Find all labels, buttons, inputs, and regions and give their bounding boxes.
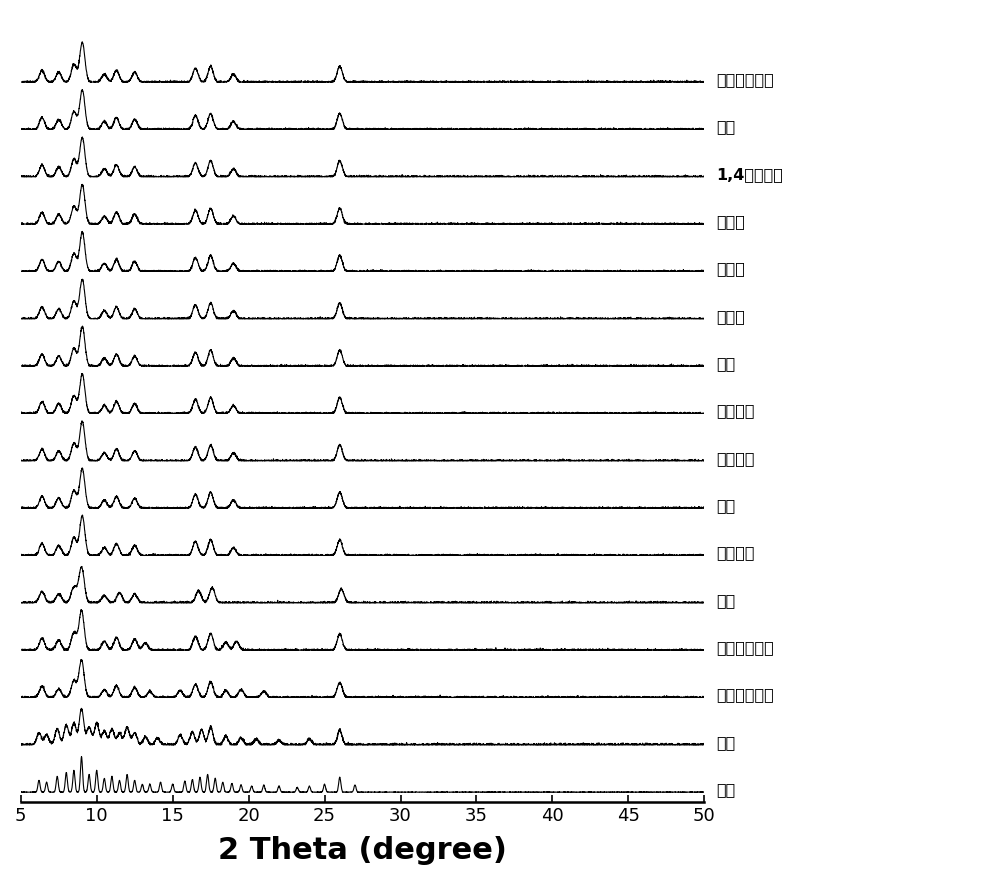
Text: 甲苯: 甲苯 <box>717 120 736 135</box>
Text: 二氯甲烷: 二氯甲烷 <box>717 403 755 418</box>
Text: 乙酸乙酯: 乙酸乙酯 <box>717 451 755 466</box>
Text: 环己烷: 环己烷 <box>717 261 745 276</box>
Text: 乙醚: 乙醚 <box>717 498 736 513</box>
Text: 1,4环氧六环: 1,4环氧六环 <box>717 166 783 181</box>
Text: 二甲基甲酰胺: 二甲基甲酰胺 <box>717 687 774 702</box>
Text: 乙二醇二甲醚: 乙二醇二甲醚 <box>717 72 774 87</box>
X-axis label: 2 Theta (degree): 2 Theta (degree) <box>218 836 507 865</box>
Text: 正戊烷: 正戊烷 <box>717 214 745 229</box>
Text: 乙醇: 乙醇 <box>717 592 736 608</box>
Text: 氯仿: 氯仿 <box>717 356 736 371</box>
Text: 合成: 合成 <box>717 735 736 750</box>
Text: 四氢呋喃: 四氢呋喃 <box>717 546 755 561</box>
Text: 二甲基乙酰胺: 二甲基乙酰胺 <box>717 640 774 655</box>
Text: 模拟: 模拟 <box>717 782 736 797</box>
Text: 正己烷: 正己烷 <box>717 309 745 324</box>
